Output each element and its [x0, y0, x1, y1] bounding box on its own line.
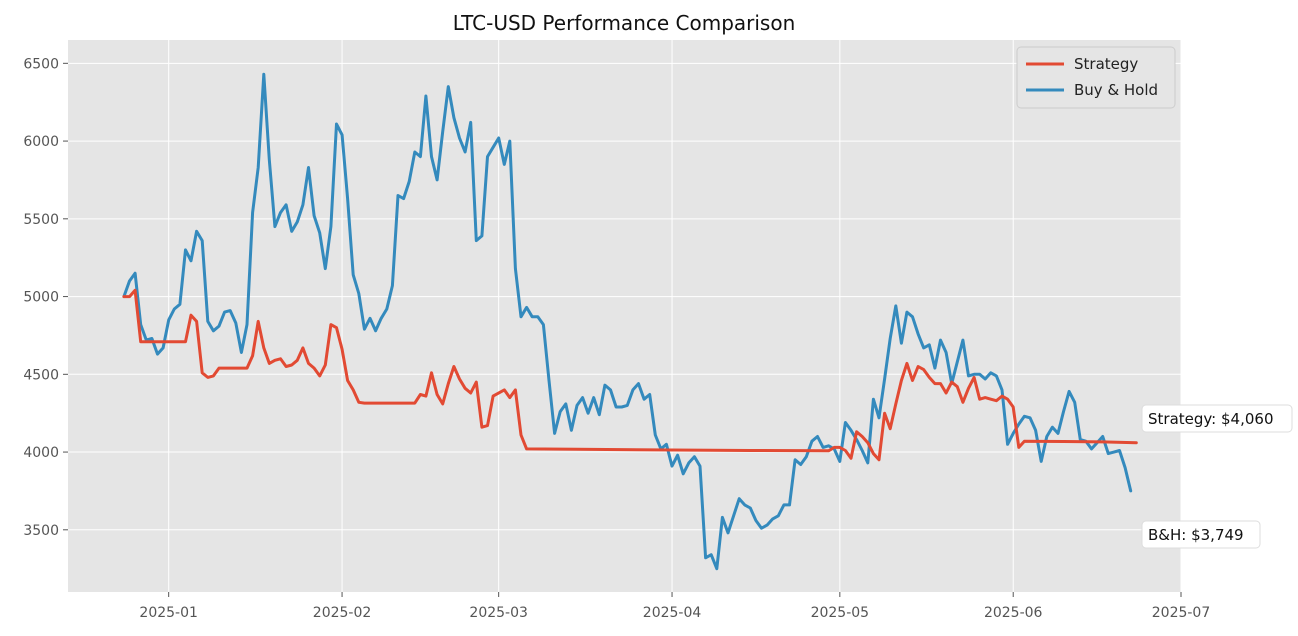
legend-label-buy-hold: Buy & Hold [1074, 81, 1158, 99]
y-tick-label: 4500 [23, 367, 59, 383]
x-tick-label: 2025-03 [469, 605, 528, 621]
x-tick-label: 2025-02 [313, 605, 372, 621]
y-axis: 3500 4000 4500 5000 5500 6000 6500 [23, 56, 68, 539]
series-line-strategy [122, 288, 1138, 462]
x-tick-label: 2025-04 [643, 605, 702, 621]
annotation-buy-hold-box [1141, 520, 1261, 549]
series-line-buy-hold [122, 72, 1133, 571]
annotation-strategy-text: Strategy: $4,060 [1148, 410, 1274, 428]
annotation-strategy-box [1141, 404, 1293, 433]
y-tick-label: 6500 [23, 56, 59, 72]
legend-label-strategy: Strategy [1074, 55, 1138, 73]
annotation-buy-hold: B&H: $3,749 [1141, 520, 1261, 549]
series-layer [122, 72, 1138, 571]
y-tick-label: 4000 [23, 445, 59, 461]
y-tick-label: 3500 [23, 523, 59, 539]
y-tick-label: 5500 [23, 212, 59, 228]
x-tick-label: 2025-01 [139, 605, 198, 621]
x-axis: 2025-01 2025-02 2025-03 2025-04 2025-05 2025-… [139, 592, 1210, 621]
y-tick-label: 6000 [23, 134, 59, 150]
chart-title: LTC-USD Performance Comparison [453, 11, 796, 35]
x-tick-label: 2025-07 [1152, 605, 1211, 621]
annotation-strategy: Strategy: $4,060 [1141, 404, 1293, 433]
x-tick-label: 2025-05 [811, 605, 870, 621]
legend-box [1016, 46, 1176, 109]
annotation-buy-hold-text: B&H: $3,749 [1148, 526, 1244, 544]
x-tick-label: 2025-06 [984, 605, 1043, 621]
plot-area [68, 40, 1181, 592]
legend: Strategy Buy & Hold [1016, 46, 1176, 109]
y-tick-label: 5000 [23, 290, 59, 306]
